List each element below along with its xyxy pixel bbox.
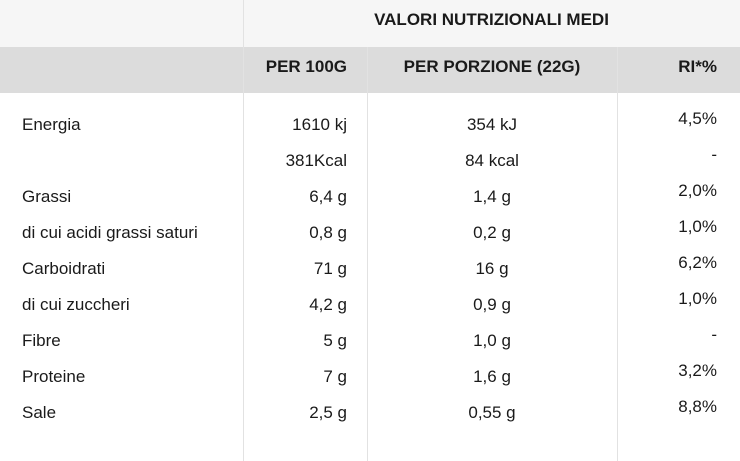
cell-value: 2,5 g bbox=[309, 403, 347, 422]
title-band bbox=[0, 0, 740, 47]
row-label: Fibre bbox=[22, 331, 61, 350]
cell-value: 381Kcal bbox=[285, 151, 347, 170]
row-label: Carboidrati bbox=[22, 259, 106, 278]
cell-value: 1610 kj bbox=[292, 115, 347, 134]
cell-value: 0,55 g bbox=[468, 403, 516, 422]
cell-value: 5 g bbox=[323, 331, 347, 350]
cell-value: 8,8% bbox=[678, 397, 717, 416]
column-divider bbox=[243, 0, 244, 461]
column-header: PER PORZIONE (22G) bbox=[403, 57, 581, 76]
cell-value: 6,2% bbox=[678, 253, 717, 272]
cell-value: 84 kcal bbox=[465, 151, 519, 170]
cell-value: 16 g bbox=[475, 259, 509, 278]
row-label: di cui acidi grassi saturi bbox=[22, 223, 198, 242]
row-label: Proteine bbox=[22, 367, 86, 386]
cell-value: 6,4 g bbox=[309, 187, 347, 206]
cell-value: 3,2% bbox=[678, 361, 717, 380]
row-label: Energia bbox=[22, 115, 81, 134]
row-label: Sale bbox=[22, 403, 57, 422]
cell-value: 354 kJ bbox=[466, 115, 518, 134]
cell-value: 7 g bbox=[323, 367, 347, 386]
cell-value: 1,6 g bbox=[473, 367, 511, 386]
row-label: Grassi bbox=[22, 187, 72, 206]
cell-value: - bbox=[711, 325, 717, 344]
cell-value: 0,9 g bbox=[473, 295, 511, 314]
cell-value: 1,0% bbox=[678, 217, 717, 236]
header-band bbox=[0, 47, 740, 93]
cell-value: 71 g bbox=[313, 259, 347, 278]
cell-value: 1,0 g bbox=[473, 331, 511, 350]
cell-value: 4,5% bbox=[678, 109, 717, 128]
table-title: VALORI NUTRIZIONALI MEDI bbox=[374, 10, 609, 29]
cell-value: 4,2 g bbox=[309, 295, 347, 314]
cell-value: 1,4 g bbox=[473, 187, 511, 206]
column-header: RI*% bbox=[678, 57, 717, 76]
column-header: PER 100G bbox=[265, 57, 347, 76]
cell-value: - bbox=[711, 145, 717, 164]
column-divider bbox=[617, 47, 618, 461]
cell-value: 0,8 g bbox=[309, 223, 347, 242]
cell-value: 2,0% bbox=[678, 181, 717, 200]
column-divider bbox=[367, 47, 368, 461]
cell-value: 0,2 g bbox=[473, 223, 511, 242]
row-label: di cui zuccheri bbox=[22, 295, 130, 314]
cell-value: 1,0% bbox=[678, 289, 717, 308]
